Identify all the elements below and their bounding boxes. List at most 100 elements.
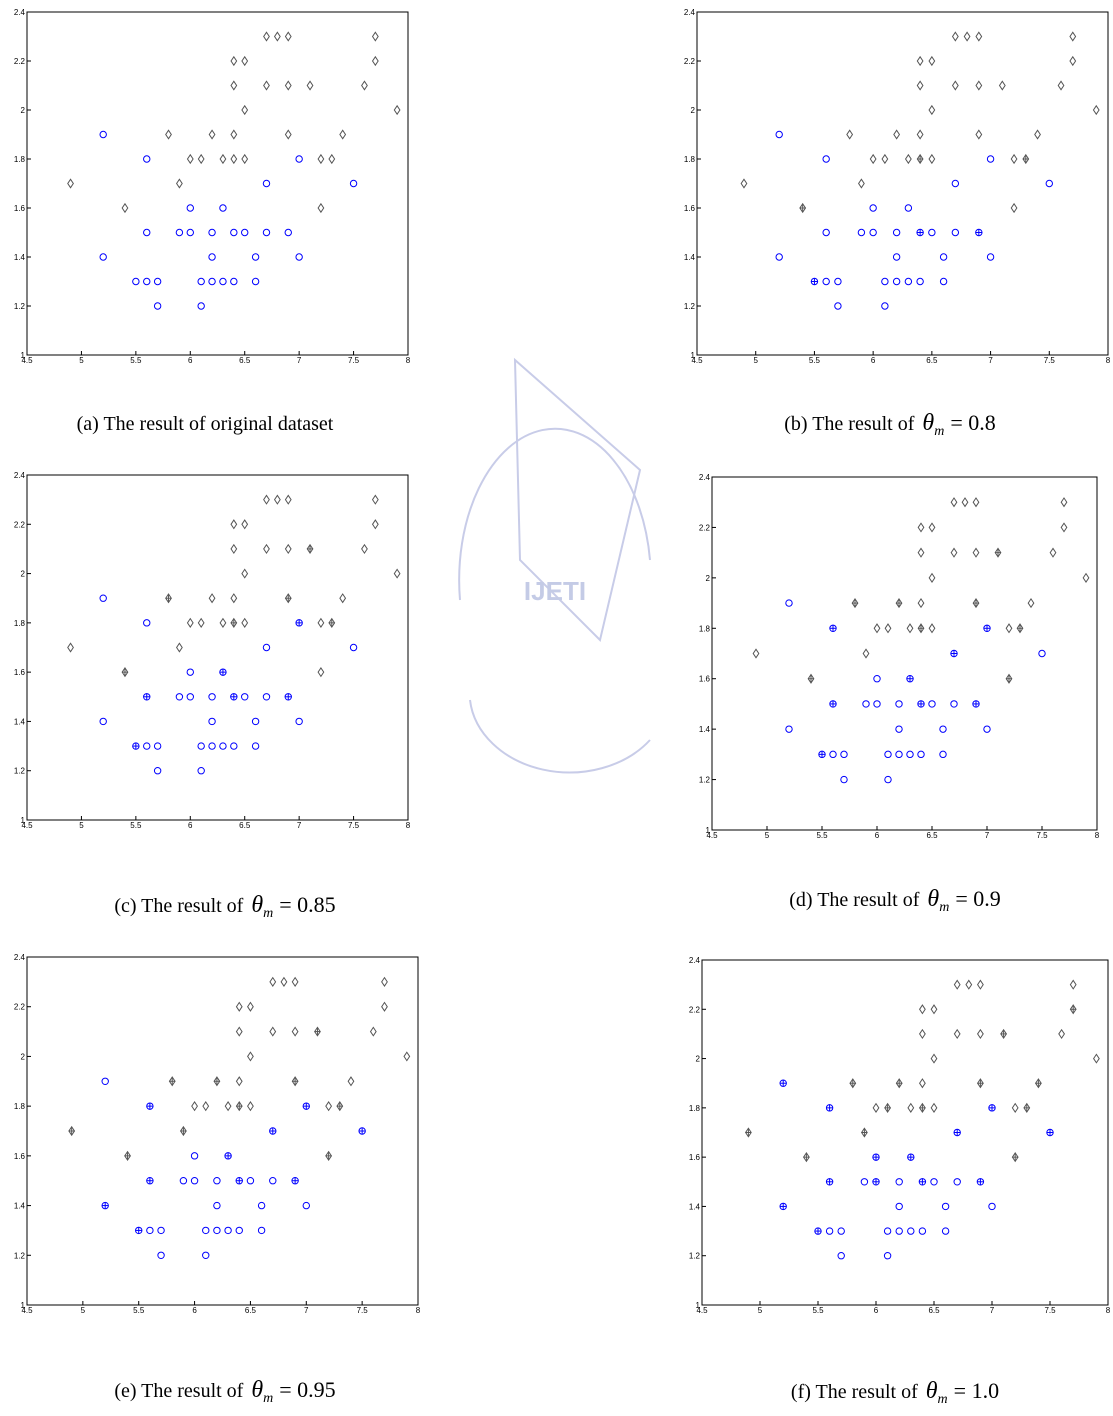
caption: (e) The result ofθm= 0.95 bbox=[114, 1377, 335, 1406]
x-tick-label: 7.5 bbox=[348, 821, 360, 830]
x-tick-label: 6 bbox=[874, 1306, 879, 1315]
panel: 4.555.566.577.5811.21.41.61.822.22.4(a) … bbox=[14, 8, 411, 435]
watermark-art bbox=[459, 360, 650, 772]
y-tick-label: 2.2 bbox=[684, 57, 696, 66]
point bbox=[811, 278, 817, 285]
y-tick-label: 1.2 bbox=[14, 767, 26, 776]
x-tick-label: 6 bbox=[875, 831, 880, 840]
x-tick-label: 7 bbox=[297, 821, 302, 830]
point bbox=[976, 229, 982, 236]
caption-subscript: m bbox=[938, 1392, 948, 1407]
x-tick-label: 6.5 bbox=[926, 831, 938, 840]
caption-symbol: θ bbox=[927, 886, 939, 912]
y-tick-label: 1.2 bbox=[14, 1251, 26, 1260]
panel: 4.555.566.577.5811.21.41.61.822.22.4(f) … bbox=[689, 956, 1111, 1407]
point bbox=[144, 693, 150, 700]
caption-value: = 1.0 bbox=[954, 1378, 999, 1403]
x-tick-label: 5 bbox=[79, 356, 84, 365]
point bbox=[826, 1178, 832, 1185]
y-tick-label: 1.2 bbox=[699, 776, 711, 785]
y-tick-label: 2 bbox=[706, 574, 711, 583]
point bbox=[830, 625, 836, 632]
caption-text: (f) The result of bbox=[791, 1381, 918, 1403]
point bbox=[296, 619, 302, 626]
point bbox=[359, 1128, 365, 1135]
y-tick-label: 1.2 bbox=[14, 302, 26, 311]
x-tick-label: 5.5 bbox=[133, 1306, 145, 1315]
point bbox=[815, 1228, 821, 1235]
point bbox=[873, 1178, 879, 1185]
caption: (f) The result of θm = 1.0 bbox=[791, 1378, 999, 1407]
caption-value: = 0.95 bbox=[279, 1377, 335, 1402]
x-tick-label: 6 bbox=[192, 1306, 197, 1315]
y-tick-label: 1 bbox=[696, 1301, 701, 1310]
caption-subscript: m bbox=[263, 906, 273, 921]
x-tick-label: 7.5 bbox=[348, 356, 360, 365]
y-tick-label: 1.6 bbox=[14, 204, 26, 213]
y-tick-label: 1.8 bbox=[14, 1102, 26, 1111]
y-tick-label: 1.4 bbox=[14, 717, 26, 726]
point bbox=[780, 1080, 786, 1087]
point bbox=[133, 743, 139, 750]
y-tick-label: 1.4 bbox=[689, 1202, 701, 1211]
y-tick-label: 2.2 bbox=[14, 57, 26, 66]
point bbox=[102, 1202, 108, 1209]
x-tick-label: 7.5 bbox=[1044, 1306, 1056, 1315]
point bbox=[303, 1103, 309, 1110]
y-tick-label: 2 bbox=[21, 1052, 26, 1061]
point bbox=[231, 693, 237, 700]
y-tick-label: 1.4 bbox=[699, 725, 711, 734]
x-tick-label: 6 bbox=[188, 356, 193, 365]
caption-symbol: θ bbox=[922, 410, 934, 436]
point bbox=[977, 1178, 983, 1185]
y-tick-label: 1 bbox=[691, 351, 696, 360]
x-tick-label: 5 bbox=[765, 831, 770, 840]
page: 4.555.566.577.5811.21.41.61.822.22.4(a) … bbox=[0, 0, 1113, 1416]
caption: (a) The result of original dataset bbox=[77, 413, 334, 435]
x-tick-label: 7.5 bbox=[357, 1306, 369, 1315]
y-tick-label: 1.6 bbox=[14, 1152, 26, 1161]
y-tick-label: 2.2 bbox=[699, 523, 711, 532]
panel: 4.555.566.577.5811.21.41.61.822.22.4(e) … bbox=[14, 953, 421, 1406]
y-tick-label: 2.4 bbox=[699, 473, 711, 482]
caption: (d) The result ofθm= 0.9 bbox=[789, 886, 1001, 915]
x-tick-label: 8 bbox=[406, 821, 411, 830]
x-tick-label: 6.5 bbox=[239, 356, 251, 365]
y-tick-label: 2.4 bbox=[14, 471, 26, 480]
point bbox=[989, 1104, 995, 1111]
y-tick-label: 2.4 bbox=[689, 956, 701, 965]
point bbox=[951, 650, 957, 657]
x-tick-label: 5 bbox=[81, 1306, 86, 1315]
y-tick-label: 1.6 bbox=[684, 204, 696, 213]
point bbox=[225, 1152, 231, 1159]
y-tick-label: 2.4 bbox=[14, 8, 26, 17]
y-tick-label: 1 bbox=[21, 816, 26, 825]
point bbox=[984, 625, 990, 632]
x-tick-label: 5.5 bbox=[130, 821, 142, 830]
point bbox=[270, 1128, 276, 1135]
caption-symbol: θ bbox=[926, 1378, 938, 1404]
x-tick-label: 6 bbox=[871, 356, 876, 365]
point bbox=[954, 1129, 960, 1136]
y-tick-label: 1.6 bbox=[699, 675, 711, 684]
x-tick-label: 5 bbox=[758, 1306, 763, 1315]
x-tick-label: 6.5 bbox=[239, 821, 251, 830]
x-tick-label: 5.5 bbox=[816, 831, 828, 840]
x-tick-label: 8 bbox=[1106, 356, 1111, 365]
point bbox=[917, 229, 923, 236]
x-tick-label: 7 bbox=[297, 356, 302, 365]
point bbox=[907, 675, 913, 682]
x-tick-label: 5 bbox=[753, 356, 758, 365]
y-tick-label: 1.2 bbox=[689, 1252, 701, 1261]
x-tick-label: 8 bbox=[1106, 1306, 1111, 1315]
caption-subscript: m bbox=[263, 1391, 273, 1406]
caption-symbol: θ bbox=[251, 892, 263, 918]
caption-subscript: m bbox=[939, 900, 949, 915]
x-tick-label: 7.5 bbox=[1036, 831, 1048, 840]
panel: 4.555.566.577.5811.21.41.61.822.22.4(b) … bbox=[684, 8, 1111, 439]
y-tick-label: 1 bbox=[706, 826, 711, 835]
point bbox=[830, 700, 836, 707]
point bbox=[147, 1177, 153, 1184]
